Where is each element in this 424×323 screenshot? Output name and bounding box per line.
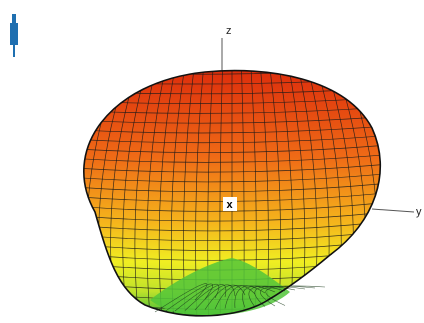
mesh-latitude [83, 210, 381, 222]
mesh-latitude [83, 181, 381, 193]
y-axis-label: y [416, 206, 422, 218]
null-region-line [204, 284, 246, 310]
null-region-line [254, 285, 306, 307]
z-axis-label: z [226, 25, 232, 37]
mesh-latitude [83, 124, 381, 134]
dipole-antenna-icon [10, 14, 18, 57]
null-region-line [242, 285, 286, 308]
null-region-line [224, 285, 266, 309]
z-axis: z [221, 25, 232, 72]
null-region-mesh [154, 283, 326, 313]
null-region-line [214, 285, 256, 310]
y-axis: y [371, 206, 422, 218]
mesh-latitude [83, 219, 381, 232]
null-region-line [174, 283, 220, 312]
mesh-latitude [83, 200, 381, 212]
mesh-latitude [83, 134, 381, 144]
null-region-line [194, 284, 236, 311]
mesh-latitude [83, 172, 381, 183]
mesh-latitude [83, 153, 381, 163]
mesh-latitude [83, 143, 381, 153]
null-region-line [154, 283, 208, 313]
null-region-line [164, 283, 214, 312]
x-axis-marker: x [223, 197, 237, 211]
mesh-latitude [83, 115, 381, 124]
null-region-line [265, 285, 326, 306]
null-region-line [248, 285, 296, 308]
radiation-lobe [83, 69, 382, 317]
x-axis-label: x [227, 199, 234, 211]
mesh-latitude [83, 162, 381, 173]
